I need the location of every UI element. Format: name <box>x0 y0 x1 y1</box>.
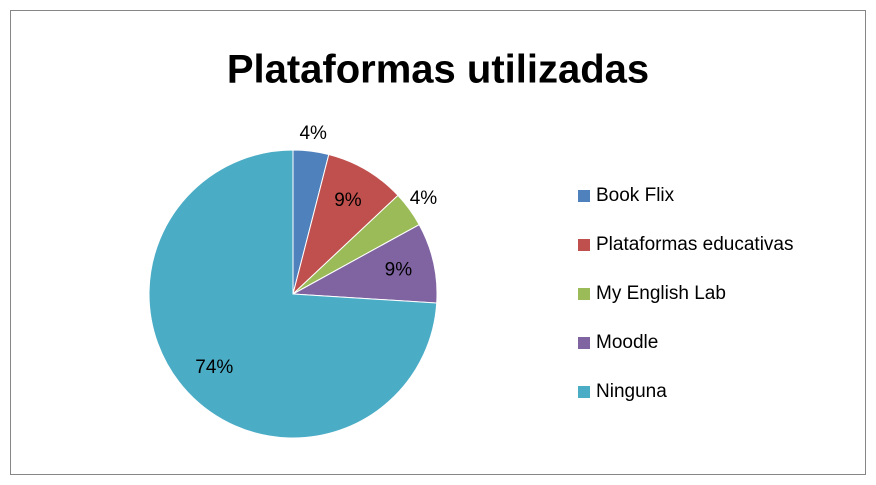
legend-swatch <box>578 337 590 349</box>
pie-slice <box>148 149 438 439</box>
legend-label: Book Flix <box>596 185 675 206</box>
legend-swatch <box>578 239 590 251</box>
data-label: 4% <box>299 123 327 144</box>
legend-swatch <box>578 386 590 398</box>
data-label: 4% <box>410 188 438 209</box>
chart-border <box>10 10 866 475</box>
legend-swatch <box>578 288 590 300</box>
legend-label: Moodle <box>596 332 658 353</box>
legend-label: My English Lab <box>596 283 726 304</box>
legend-label: Plataformas educativas <box>596 234 794 255</box>
data-label: 9% <box>334 190 362 211</box>
data-label: 9% <box>385 259 413 280</box>
legend-label: Ninguna <box>596 381 667 402</box>
pie-slice <box>291 223 438 304</box>
chart-title: Plataformas utilizadas <box>227 48 649 92</box>
legend-swatch <box>578 190 590 202</box>
pie-slice <box>292 153 399 296</box>
data-label: 74% <box>195 357 233 378</box>
